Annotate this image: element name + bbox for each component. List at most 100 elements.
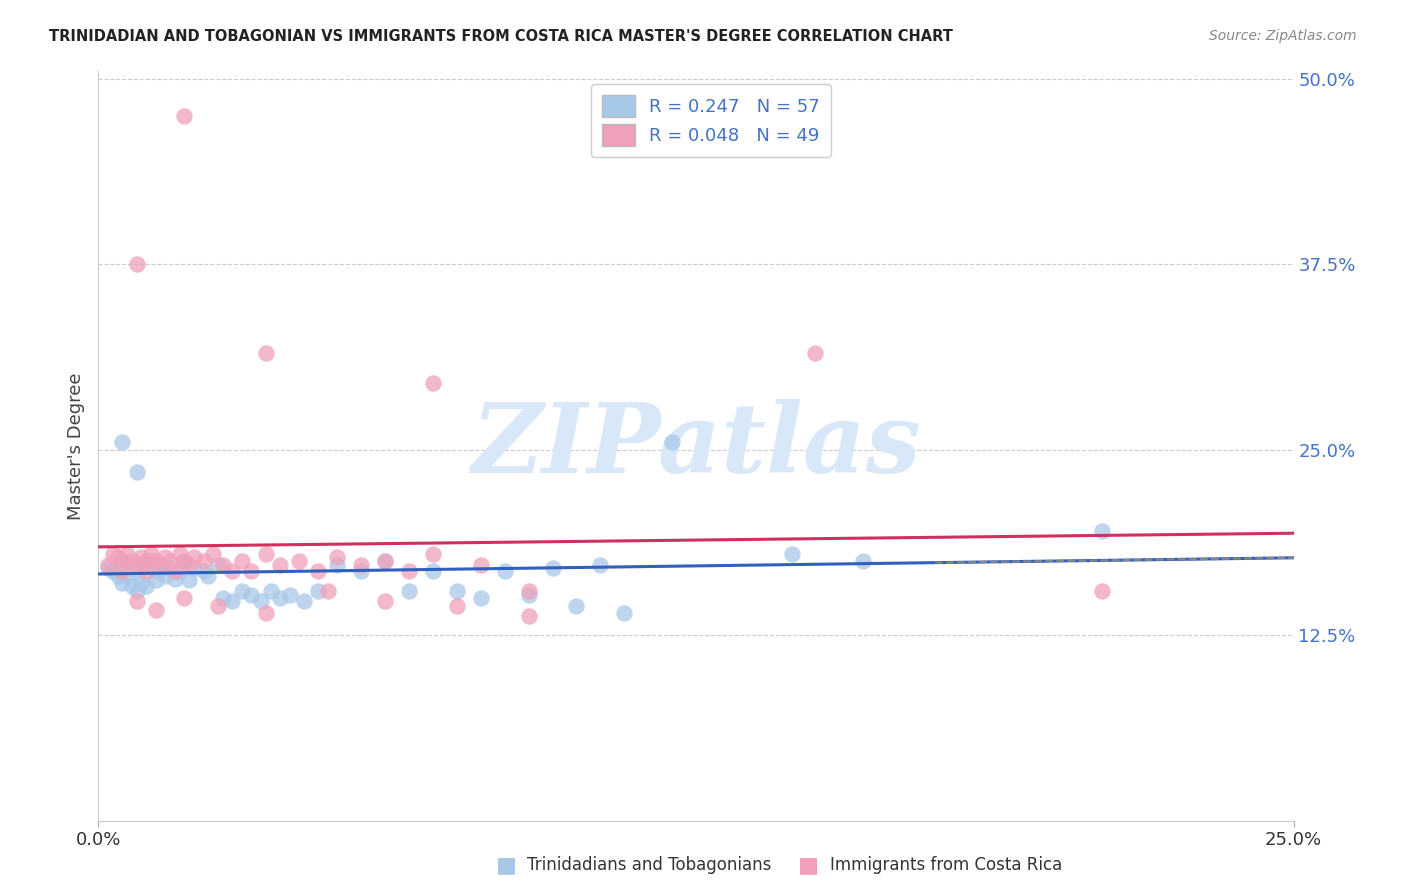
Point [221,594,243,608]
Point [163,572,186,586]
Point [131,576,153,591]
Point [307,583,329,598]
Point [145,574,167,588]
Point [254,606,277,620]
Y-axis label: Master's Degree: Master's Degree [66,372,84,520]
Point [111,565,134,579]
Point [135,558,157,573]
Point [115,569,138,583]
Point [852,554,875,568]
Point [517,588,540,602]
Point [398,565,420,579]
Point [350,558,373,573]
Text: ZIPatlas: ZIPatlas [471,399,921,493]
Point [149,561,172,575]
Point [169,565,191,579]
Point [470,558,492,573]
Point [326,549,349,564]
Point [131,561,153,575]
Point [1091,524,1114,539]
Point [107,569,129,583]
Point [517,608,540,623]
Point [115,557,138,571]
Point [173,554,195,568]
Point [254,346,277,360]
Point [155,549,177,564]
Text: ■: ■ [799,855,818,875]
Point [131,549,153,564]
Point [121,579,143,593]
Point [269,591,291,605]
Point [254,547,277,561]
Point [125,594,148,608]
Point [541,561,564,575]
Point [145,565,167,579]
Point [278,588,301,602]
Text: TRINIDADIAN AND TOBAGONIAN VS IMMIGRANTS FROM COSTA RICA MASTER'S DEGREE CORRELA: TRINIDADIAN AND TOBAGONIAN VS IMMIGRANTS… [49,29,953,44]
Point [661,435,683,450]
Point [494,565,516,579]
Point [111,554,134,568]
Point [183,549,205,564]
Point [422,565,444,579]
Text: ■: ■ [496,855,516,875]
Point [159,561,181,575]
Point [135,579,157,593]
Point [422,547,444,561]
Point [231,554,253,568]
Point [221,565,243,579]
Point [804,346,827,360]
Point [422,376,444,390]
Point [179,574,201,588]
Point [135,554,157,568]
Point [207,599,229,613]
Point [269,558,291,573]
Point [145,554,167,568]
Point [193,554,215,568]
Point [139,547,162,561]
Point [211,558,233,573]
Point [173,109,195,123]
Point [211,591,233,605]
Point [101,547,124,561]
Point [135,565,157,579]
Point [107,558,129,573]
Point [240,588,263,602]
Point [97,561,120,575]
Point [374,554,396,568]
Point [374,594,396,608]
Point [183,561,205,575]
Point [125,257,148,271]
Point [125,565,148,579]
Point [173,591,195,605]
Point [107,549,129,564]
Point [121,554,143,568]
Point [207,558,229,573]
Point [173,554,195,568]
Point [197,569,219,583]
Point [125,558,148,573]
Point [288,554,311,568]
Point [149,558,172,573]
Point [101,565,124,579]
Point [517,583,540,598]
Point [292,594,315,608]
Point [111,554,134,568]
Point [446,583,468,598]
Point [145,603,167,617]
Point [374,554,396,568]
Point [193,565,215,579]
Point [470,591,492,605]
Point [326,558,349,573]
Point [179,558,201,573]
Point [121,558,143,573]
Point [155,569,177,583]
Point [97,558,120,573]
Point [169,547,191,561]
Point [159,554,181,568]
Point [613,606,636,620]
Point [111,435,134,450]
Point [1091,583,1114,598]
Text: Immigrants from Costa Rica: Immigrants from Costa Rica [830,856,1062,874]
Point [125,583,148,598]
